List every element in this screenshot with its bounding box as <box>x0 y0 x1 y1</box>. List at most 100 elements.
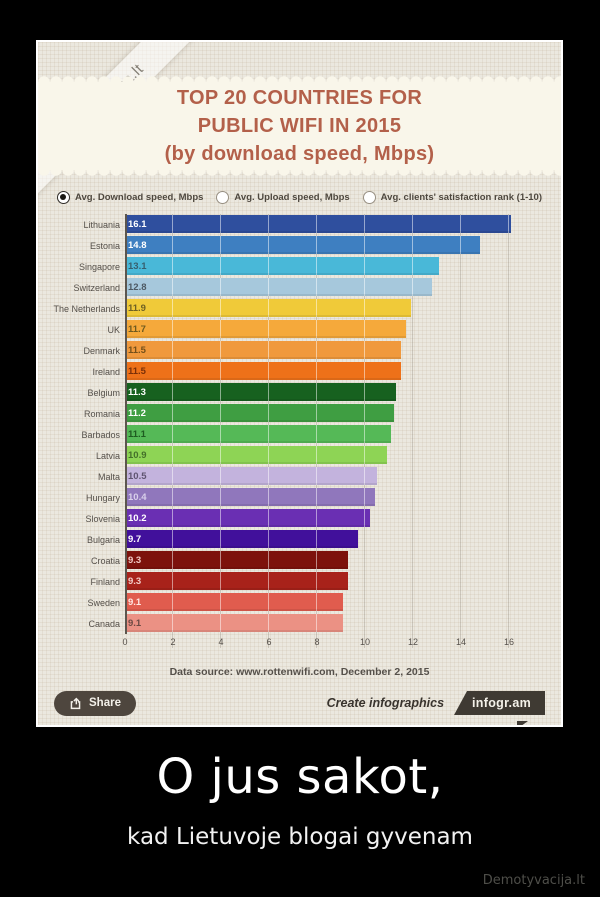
chart-row: UK 11.7 <box>38 319 561 340</box>
bar-value-label: 10.9 <box>128 449 147 461</box>
bar <box>125 278 433 296</box>
row-label: Denmark <box>83 345 120 356</box>
x-axis-tick-label: 2 <box>170 637 176 647</box>
row-label: Switzerland <box>73 282 120 293</box>
chart-title-banner: TOP 20 COUNTRIES FOR PUBLIC WIFI IN 2015… <box>38 74 561 178</box>
legend-item: Avg. Upload speed, Mbps <box>216 191 350 204</box>
share-button[interactable]: Share <box>54 690 136 716</box>
bar-value-label: 9.7 <box>128 533 142 545</box>
chart-row: Bulgaria 9.7 <box>38 529 561 550</box>
bar-value-label: 11.1 <box>128 428 146 440</box>
caption-title: O jus sakot, <box>156 749 444 805</box>
caption-subtitle: kad Lietuvoje blogai gyvenam <box>127 824 473 850</box>
bar-value-label: 11.3 <box>128 386 146 398</box>
bar-value-label: 11.2 <box>128 407 146 419</box>
bar <box>125 341 401 359</box>
chart-row: Malta 10.5 <box>38 466 561 487</box>
bar-value-label: 13.1 <box>128 260 147 272</box>
bar-value-label: 11.7 <box>128 323 146 335</box>
bar <box>125 425 392 443</box>
bar <box>125 467 377 485</box>
bar-chart: Lithuania 16.1 Estonia 14.8 Singapore 13.1 Swi… <box>38 214 561 650</box>
x-axis-tick-label: 14 <box>455 637 467 647</box>
y-axis-line <box>125 214 127 634</box>
chart-row: Canada 9.1 <box>38 613 561 634</box>
row-label: Sweden <box>87 597 120 608</box>
x-axis-tick-label: 8 <box>314 637 320 647</box>
row-label: Lithuania <box>83 219 120 230</box>
bar <box>125 383 397 401</box>
row-label: Finland <box>90 576 120 587</box>
bar <box>125 236 481 254</box>
bar-value-label: 12.8 <box>128 281 147 293</box>
site-watermark: Demotyvacija.lt <box>482 873 585 888</box>
infographic-poster: Demotyvacija.lt TOP 20 COUNTRIES FOR PUB… <box>36 40 563 727</box>
row-label: Belgium <box>87 387 120 398</box>
data-source-note: Data source: www.rottenwifi.com, Decembe… <box>169 666 430 678</box>
legend-label: Avg. Download speed, Mbps <box>74 192 204 203</box>
bar-value-label: 9.1 <box>128 617 142 629</box>
bar <box>125 551 349 569</box>
chart-row: Finland 9.3 <box>38 571 561 592</box>
bar <box>125 320 406 338</box>
chart-row: Estonia 14.8 <box>38 235 561 256</box>
legend-item: Avg. clients' satisfaction rank (1-10) <box>362 191 543 204</box>
legend-label: Avg. clients' satisfaction rank (1-10) <box>380 192 543 203</box>
infogram-logo-tag[interactable]: infogr.am <box>454 691 545 715</box>
bar-value-label: 10.2 <box>128 512 147 524</box>
chart-row: Sweden 9.1 <box>38 592 561 613</box>
chart-row: Slovenia 10.2 <box>38 508 561 529</box>
bar <box>125 404 394 422</box>
bar <box>125 446 387 464</box>
x-axis-tick-label: 4 <box>218 637 224 647</box>
row-label: Singapore <box>78 261 120 272</box>
create-infographics-link[interactable]: Create infographics <box>326 696 445 710</box>
row-label: UK <box>107 324 120 335</box>
chart-legend: Avg. Download speed, Mbps Avg. Upload spe… <box>38 191 561 204</box>
x-axis-tick-label: 12 <box>407 637 419 647</box>
chart-row: Lithuania 16.1 <box>38 214 561 235</box>
chart-row: Hungary 10.4 <box>38 487 561 508</box>
x-axis-tick-label: 0 <box>122 637 128 647</box>
bar-value-label: 10.4 <box>128 491 147 503</box>
bar-value-label: 10.5 <box>128 470 147 482</box>
chart-rows: Lithuania 16.1 Estonia 14.8 Singapore 13.1 Swi… <box>38 214 561 634</box>
row-label: Romania <box>83 408 120 419</box>
chart-title-line-2: PUBLIC WIFI IN 2015 <box>197 115 402 137</box>
chart-row: Belgium 11.3 <box>38 382 561 403</box>
row-label: Canada <box>88 618 120 629</box>
bar <box>125 257 440 275</box>
radio-unselected-icon[interactable] <box>362 191 376 204</box>
chart-row: Romania 11.2 <box>38 403 561 424</box>
bar-value-label: 9.3 <box>128 575 142 587</box>
legend-label: Avg. Upload speed, Mbps <box>234 192 350 203</box>
bar <box>125 530 358 548</box>
legend-item: Avg. Download speed, Mbps <box>56 191 204 204</box>
bar <box>125 572 349 590</box>
bar <box>125 509 370 527</box>
radio-unselected-icon[interactable] <box>216 191 230 204</box>
chart-row: The Netherlands 11.9 <box>38 298 561 319</box>
share-icon <box>69 697 82 710</box>
bar-value-label: 11.5 <box>128 344 146 356</box>
bar <box>125 362 401 380</box>
row-label: Hungary <box>85 492 120 503</box>
bar <box>125 215 512 233</box>
row-label: Barbados <box>81 429 120 440</box>
bar-value-label: 11.9 <box>128 302 146 314</box>
row-label: Slovenia <box>85 513 120 524</box>
row-label: Malta <box>97 471 120 482</box>
bar <box>125 488 375 506</box>
x-axis-tick-label: 6 <box>266 637 272 647</box>
bar-value-label: 11.5 <box>128 365 146 377</box>
bar-value-label: 9.1 <box>128 596 142 608</box>
infogram-tag-tail <box>516 721 528 725</box>
bar-value-label: 9.3 <box>128 554 142 566</box>
radio-selected-icon[interactable] <box>56 191 70 204</box>
x-axis-tick-label: 16 <box>503 637 515 647</box>
chart-row: Croatia 9.3 <box>38 550 561 571</box>
chart-title-line-3: (by download speed, Mbps) <box>164 143 435 165</box>
bar-value-label: 14.8 <box>128 239 147 251</box>
chart-row: Switzerland 12.8 <box>38 277 561 298</box>
chart-row: Singapore 13.1 <box>38 256 561 277</box>
